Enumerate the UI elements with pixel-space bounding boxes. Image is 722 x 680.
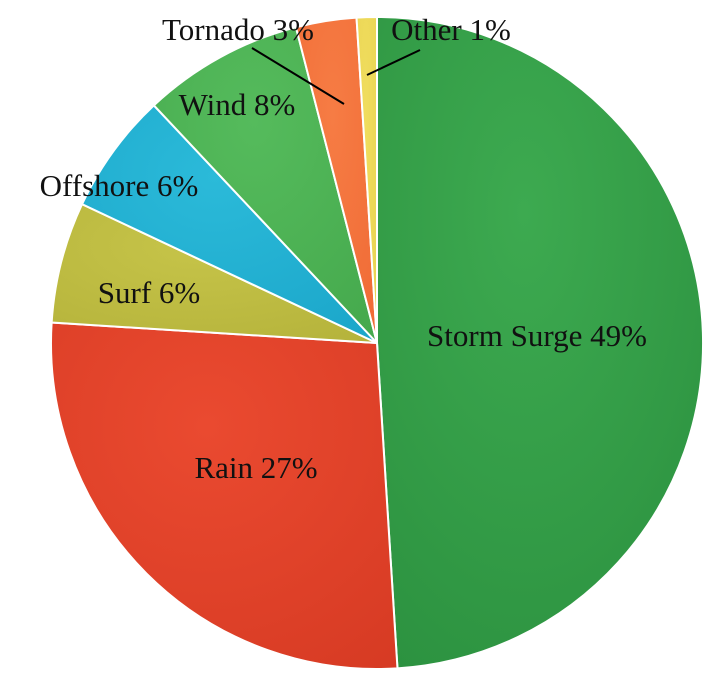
slice-label-other: Other 1% bbox=[391, 12, 511, 47]
slice-label-rain: Rain 27% bbox=[194, 450, 317, 485]
pie-slice-offshore bbox=[80, 103, 378, 344]
slice-label-surf: Surf 6% bbox=[98, 275, 200, 310]
leader-line-tornado bbox=[251, 47, 345, 105]
slice-label-offshore: Offshore 6% bbox=[40, 168, 199, 203]
pie-slice-surf bbox=[50, 202, 378, 344]
pie-slice-other bbox=[355, 15, 378, 344]
leader-line-other bbox=[366, 49, 421, 76]
pie-slice-rain bbox=[50, 321, 399, 670]
pie-slice-storm-surge bbox=[376, 15, 705, 670]
leader-lines bbox=[251, 47, 421, 105]
slice-label-wind: Wind 8% bbox=[179, 87, 296, 122]
pie-slices bbox=[50, 15, 705, 670]
slice-label-tornado: Tornado 3% bbox=[162, 12, 314, 47]
slice-labels: Storm Surge 49% Rain 27% Surf 6% Offshore 6… bbox=[40, 12, 647, 485]
slice-label-storm-surge: Storm Surge 49% bbox=[427, 318, 647, 353]
pie-slice-wind bbox=[152, 26, 378, 344]
